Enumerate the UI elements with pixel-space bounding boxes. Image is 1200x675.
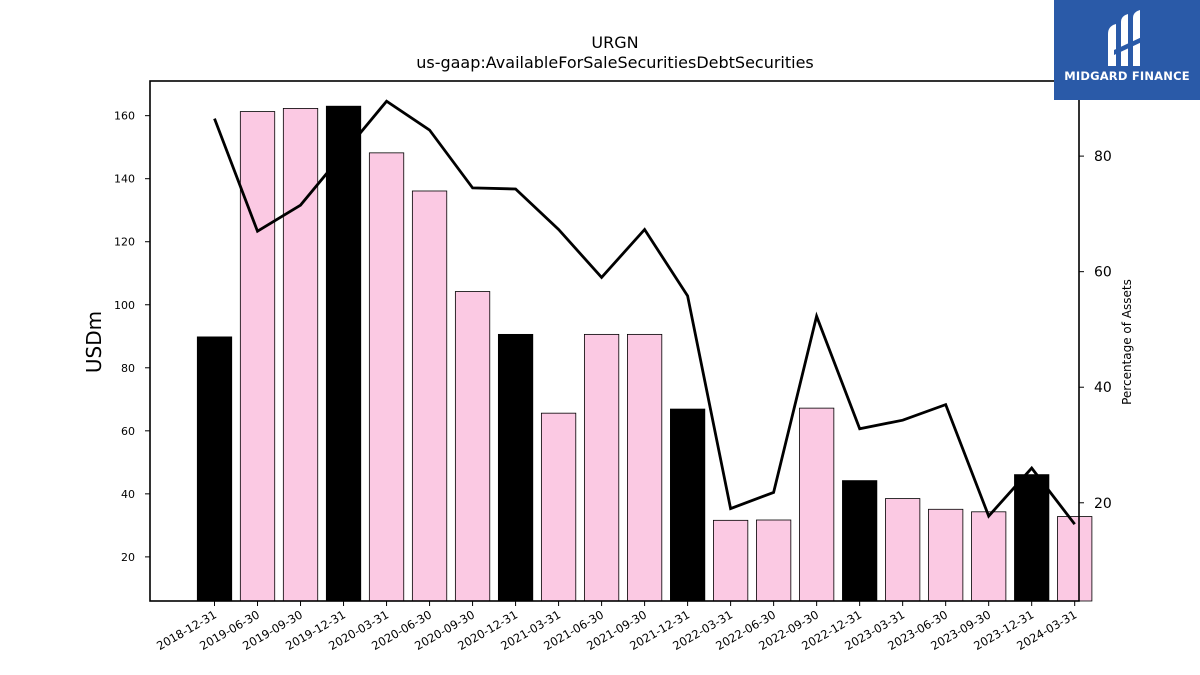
- bar-2018-12-31: [196, 336, 233, 602]
- y2-axis-label: Percentage of Assets: [1120, 279, 1134, 405]
- y-tick-label: 40: [121, 488, 135, 501]
- bar-2022-09-30: [799, 407, 835, 602]
- bar-2020-03-31: [368, 152, 405, 602]
- logo-mark-icon: [1108, 10, 1144, 66]
- bar-2023-09-30: [971, 511, 1007, 602]
- bar-2022-12-31: [842, 480, 878, 602]
- y2-tick-label: 80: [1094, 149, 1112, 165]
- bar-series: [196, 105, 1093, 602]
- chart-subtitle: us-gaap:AvailableForSaleSecuritiesDebtSe…: [416, 53, 814, 72]
- y-tick-label: 120: [114, 236, 135, 249]
- bar-2021-09-30: [627, 333, 663, 602]
- bar-2019-09-30: [282, 108, 319, 602]
- y-tick-label: 20: [121, 551, 135, 564]
- bar-2020-12-31: [497, 333, 534, 602]
- line-series: [213, 99, 1076, 526]
- bar-2022-03-31: [713, 519, 749, 602]
- bar-2019-12-31: [325, 105, 362, 602]
- bar-2024-03-31: [1057, 516, 1093, 602]
- plot-frame: [149, 80, 1080, 602]
- bar-2021-12-31: [670, 408, 706, 602]
- line-path: [213, 99, 1076, 526]
- bar-2019-06-30: [239, 111, 276, 602]
- bar-2022-06-30: [756, 519, 792, 602]
- chart-title: URGN: [591, 33, 638, 52]
- y-tick-label: 100: [114, 299, 135, 312]
- bar-2020-06-30: [411, 190, 448, 602]
- bar-2021-03-31: [540, 412, 577, 602]
- y2-tick-label: 20: [1094, 496, 1112, 512]
- y-tick-label: 60: [121, 425, 135, 438]
- y-axis-label: USDm: [82, 311, 106, 373]
- bar-2023-03-31: [885, 498, 921, 602]
- bar-2023-12-31: [1014, 474, 1050, 602]
- y-tick-label: 160: [114, 110, 135, 123]
- bar-2021-06-30: [583, 333, 620, 602]
- bar-2023-06-30: [928, 508, 964, 602]
- brand-logo: MIDGARD FINANCE: [1054, 0, 1200, 100]
- y2-tick-label: 60: [1094, 265, 1112, 281]
- logo-text: MIDGARD FINANCE: [1064, 69, 1190, 83]
- y-tick-label: 80: [121, 362, 135, 375]
- y2-tick-label: 40: [1094, 380, 1112, 396]
- y-tick-label: 140: [114, 173, 135, 186]
- bar-2020-09-30: [454, 291, 491, 602]
